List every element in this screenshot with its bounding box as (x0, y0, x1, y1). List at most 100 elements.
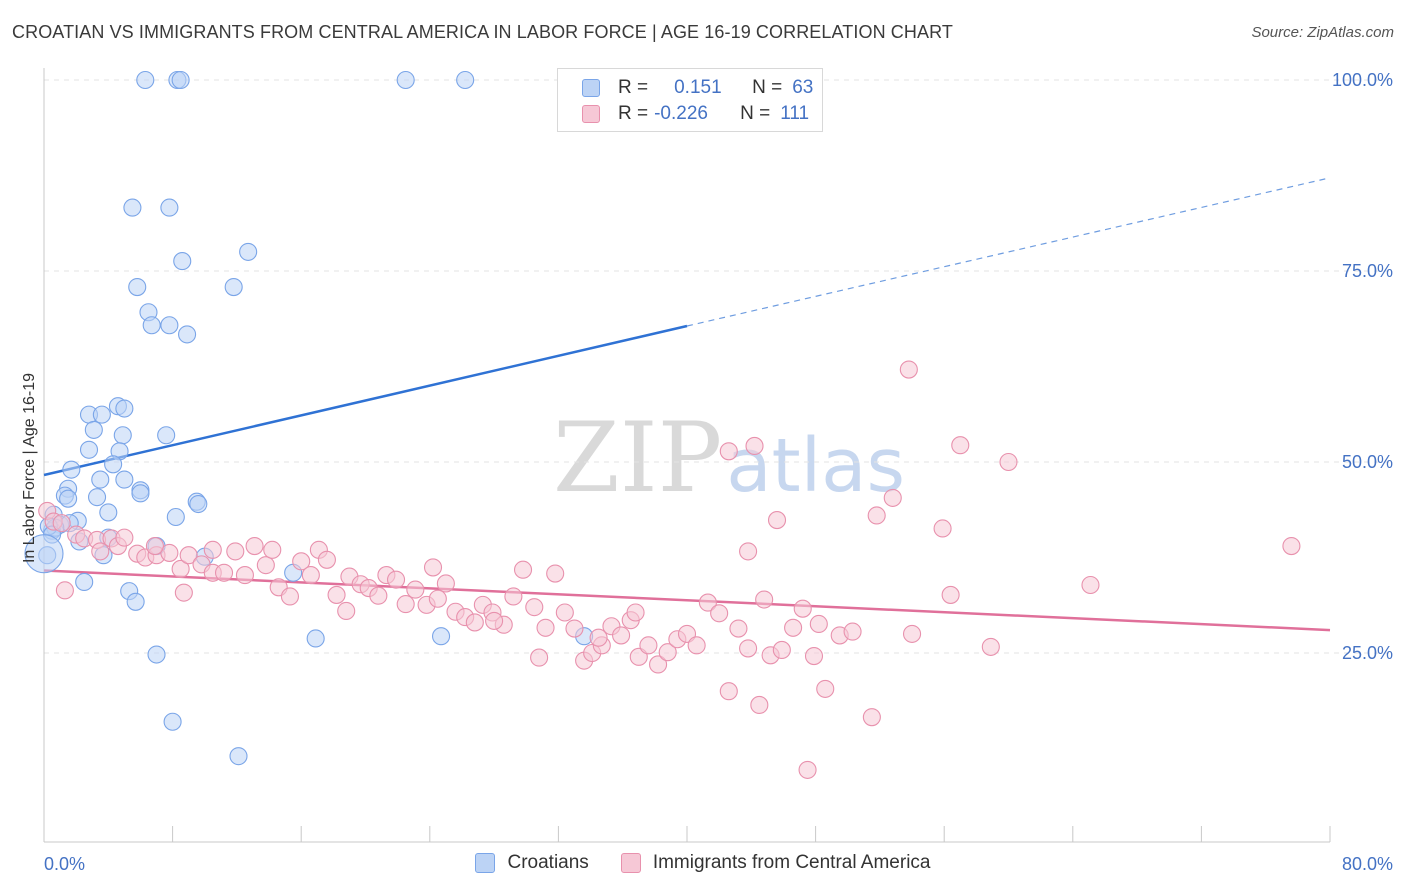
croatians-point (160, 198, 179, 217)
croatians-point (456, 70, 475, 90)
immigrants-point (428, 589, 447, 608)
immigrants-point (160, 543, 179, 562)
legend-label-croatians: Croatians (507, 852, 589, 873)
immigrants-trend-line (43, 569, 1331, 632)
croatians-point (171, 70, 190, 90)
immigrants-point (317, 550, 336, 569)
y-tick-label: 50.0% (1342, 452, 1393, 472)
immigrants-point (396, 595, 415, 614)
n-label: N = (740, 103, 771, 124)
stats-legend: R = 0.151 N = 63 R = -0.226 N = 111 (557, 68, 823, 132)
immigrants-point (767, 511, 787, 530)
immigrants-point (513, 560, 533, 579)
croatians-point (136, 70, 155, 90)
croatians-point (432, 627, 451, 646)
immigrants-point (555, 603, 574, 622)
tick-labels: 100.0% 75.0% 50.0% 25.0% 0.0% 80.0% (44, 70, 1393, 874)
immigrants-point (256, 556, 275, 575)
immigrants-point (589, 628, 608, 647)
immigrants-legend-swatch (620, 853, 641, 873)
immigrants-point (1081, 575, 1100, 595)
axes (43, 68, 1331, 843)
n-value: 63 (792, 77, 814, 98)
immigrants-point (933, 519, 952, 538)
immigrants-point (214, 563, 234, 582)
immigrants-point (999, 452, 1018, 472)
series-legend: Croatians Immigrants from Central Americ… (0, 852, 1406, 874)
immigrants-point (772, 640, 791, 659)
watermark-zip: ZIP (553, 402, 723, 514)
stats-row-immigrants: R = -0.226 N = 111 (582, 101, 809, 127)
immigrants-point (784, 618, 803, 637)
immigrants-point (536, 618, 555, 637)
croatians-point (131, 484, 150, 503)
croatians-point (166, 507, 185, 527)
trend-lines (43, 177, 1331, 632)
immigrants-point (867, 506, 886, 525)
immigrants-point (55, 581, 74, 600)
croatians-point (115, 399, 134, 418)
croatians-trend-extension (686, 177, 1331, 327)
croatians-point (84, 420, 103, 439)
immigrants-point (530, 648, 549, 667)
immigrants-point (719, 682, 738, 701)
croatians-point (163, 712, 182, 731)
immigrants-point (337, 601, 356, 621)
croatians-trend-line (43, 324, 688, 477)
immigrants-point (729, 619, 748, 638)
immigrants-point (280, 587, 299, 606)
immigrants-point (386, 570, 406, 589)
croatians-point (59, 489, 78, 508)
immigrants-point (862, 708, 881, 727)
legend-label-immigrants: Immigrants from Central America (652, 852, 931, 873)
legend-item-immigrants: Immigrants from Central America (620, 852, 931, 874)
r-value: -0.226 (654, 103, 708, 124)
croatians-point (142, 316, 161, 335)
immigrants-point (843, 622, 862, 641)
immigrants-point (245, 536, 264, 556)
croatians-point (229, 747, 248, 766)
immigrants-point (698, 593, 717, 612)
immigrants-point (369, 586, 388, 605)
legend-item-croatians: Croatians (475, 852, 589, 874)
croatians-point (99, 503, 118, 522)
croatians-point (91, 470, 110, 489)
croatians-point (104, 455, 123, 474)
r-value: 0.151 (674, 77, 722, 98)
y-tick-label: 75.0% (1342, 261, 1393, 281)
croatians-point (92, 405, 111, 424)
immigrants-point (174, 583, 193, 602)
immigrants-point (612, 626, 631, 645)
stats-row-croatians: R = 0.151 N = 63 (582, 75, 813, 101)
immigrants-point (798, 760, 817, 779)
immigrants-point (203, 540, 222, 559)
croatians-point (24, 534, 64, 574)
croatians-point (239, 242, 258, 261)
croatians-point (75, 572, 94, 591)
croatians-point (160, 316, 179, 335)
croatians-point (115, 470, 134, 489)
immigrants-point (639, 636, 658, 655)
immigrants-swatch (582, 105, 600, 123)
immigrants-point (750, 695, 769, 715)
immigrants-point (292, 552, 311, 571)
immigrants-point (739, 639, 758, 658)
croatians-point (189, 494, 208, 514)
y-axis-label: In Labor Force | Age 16-19 (21, 373, 38, 563)
immigrants-point (739, 542, 758, 561)
immigrants-point (301, 566, 320, 585)
immigrants-point (687, 636, 706, 655)
croatians-point (126, 592, 145, 611)
immigrants-point (91, 542, 110, 561)
immigrants-point (899, 360, 918, 379)
y-tick-label: 25.0% (1342, 643, 1393, 663)
croatians-legend-swatch (475, 853, 496, 873)
r-label: R = (618, 103, 649, 124)
y-tick-label: 100.0% (1332, 70, 1393, 90)
source-label: Source: ZipAtlas.com (1251, 24, 1394, 41)
immigrants-point (902, 624, 922, 643)
immigrants-point (981, 637, 1000, 656)
immigrants-point (145, 536, 164, 556)
croatians-swatch (582, 79, 600, 97)
